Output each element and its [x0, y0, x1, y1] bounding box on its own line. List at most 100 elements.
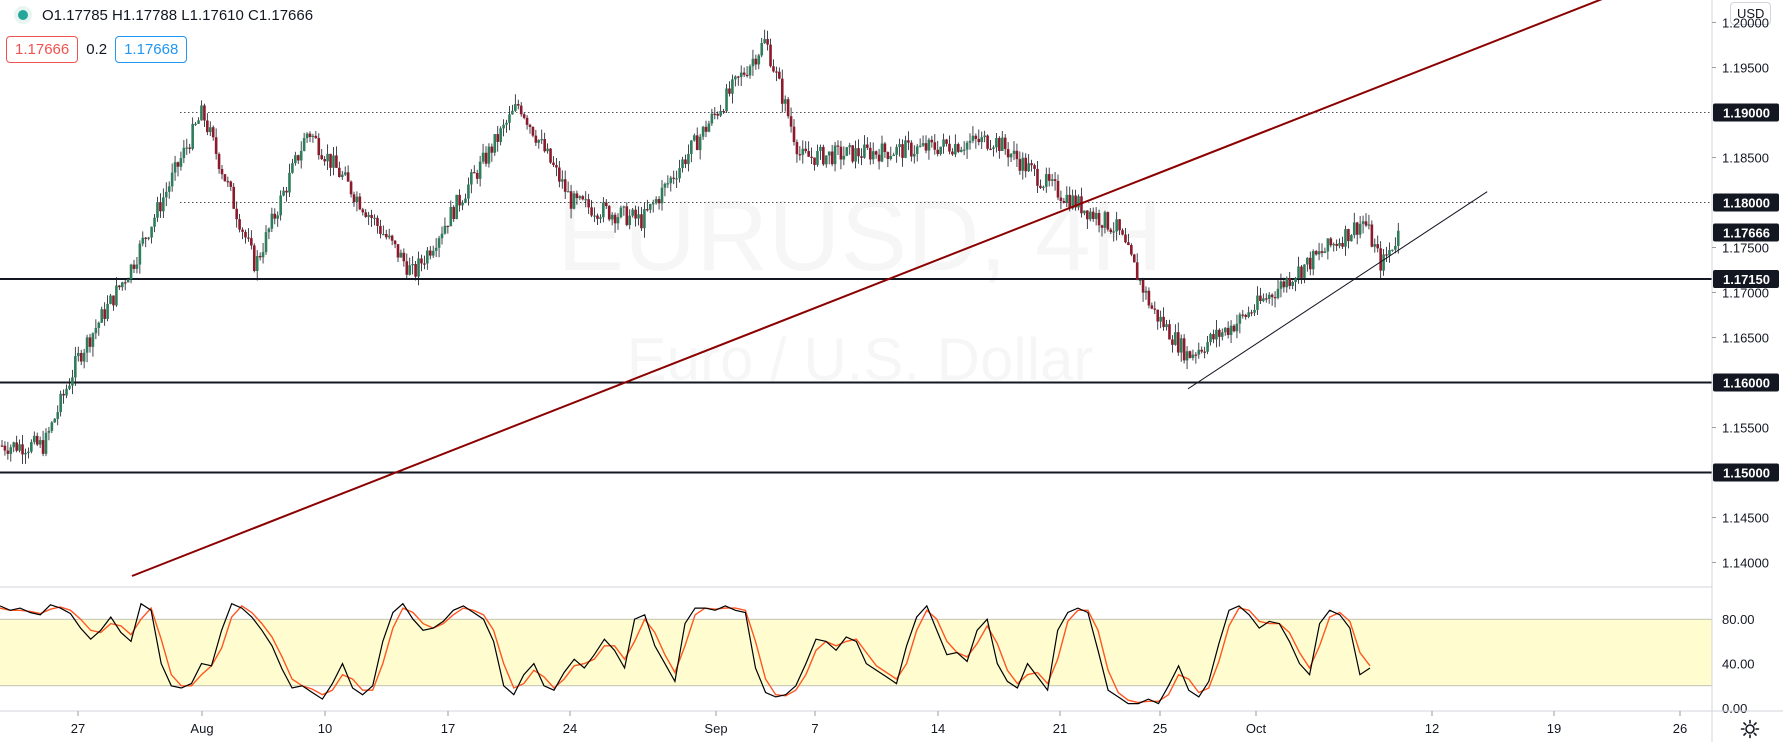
candle-body — [203, 105, 206, 121]
candle-body — [1091, 211, 1095, 219]
stoch-tick-label: 80.00 — [1722, 612, 1755, 627]
candle-body — [1241, 314, 1245, 316]
candle-body — [41, 440, 45, 454]
candle-body — [1273, 297, 1277, 299]
candle-body — [3, 445, 7, 451]
candle-body — [141, 237, 145, 244]
candle-body — [27, 451, 30, 454]
candle-body — [505, 122, 508, 125]
candle-body — [1396, 230, 1400, 246]
candle-body — [343, 172, 347, 175]
candle-body — [1042, 186, 1045, 188]
candle-body — [267, 228, 271, 233]
candle-body — [467, 184, 470, 199]
candle-body — [660, 187, 664, 204]
candle-body — [1270, 294, 1274, 298]
sell-price-button[interactable]: 1.17666 — [6, 36, 79, 63]
candle-body — [455, 194, 458, 220]
candle-body — [1382, 254, 1385, 271]
candle-body — [1103, 212, 1107, 228]
buy-price-button[interactable]: 1.17668 — [115, 36, 188, 63]
candle-body — [1361, 221, 1365, 224]
candle-body — [757, 55, 761, 65]
candle-body — [123, 282, 127, 284]
candle-body — [170, 172, 174, 187]
candle-body — [1197, 349, 1201, 355]
candle-body — [1109, 229, 1113, 233]
candle-body — [208, 127, 212, 133]
settings-gear-icon[interactable] — [1740, 719, 1760, 739]
candle-body — [229, 181, 233, 187]
candle-body — [156, 202, 159, 218]
symbol-status-icon[interactable] — [14, 6, 32, 24]
reference-lines — [0, 112, 1712, 474]
candle-body — [97, 322, 101, 328]
candle-body — [1388, 250, 1391, 256]
candle-body — [299, 150, 303, 161]
candle-body — [930, 139, 934, 143]
candle-body — [417, 258, 420, 277]
price-axis[interactable]: 1.20000 1.19500 1.18500 1.17500 1.17000 1.165… — [1711, 0, 1779, 742]
candle-body — [968, 140, 972, 143]
candle-body — [1262, 298, 1265, 302]
candle-body — [390, 235, 394, 241]
candle-body — [1056, 180, 1060, 198]
candle-body — [1062, 201, 1066, 203]
candle-body — [1050, 179, 1054, 181]
price-tick-label: 1.17500 — [1722, 241, 1769, 256]
candle-body — [276, 215, 280, 219]
candle-body — [610, 214, 614, 220]
candle-body — [1229, 325, 1233, 336]
candle-body — [839, 146, 843, 160]
candle-body — [1317, 251, 1321, 255]
candle-body — [763, 39, 766, 44]
candle-body — [396, 244, 400, 258]
candle-body — [490, 146, 494, 153]
candle-body — [640, 214, 643, 229]
candle-body — [376, 217, 379, 226]
candle-body — [446, 225, 450, 228]
candle-body — [651, 203, 655, 205]
candle-body — [1294, 278, 1297, 283]
candle-body — [1276, 288, 1280, 298]
time-tick-label: 10 — [318, 721, 332, 736]
candle-body — [742, 72, 746, 75]
candle-body — [951, 151, 954, 155]
currency-button[interactable]: USD — [1730, 2, 1772, 25]
candle-body — [918, 145, 922, 147]
candle-body — [725, 88, 728, 112]
price-tick-label: 1.15500 — [1722, 421, 1769, 436]
candle-body — [91, 333, 95, 347]
candle-body — [1223, 327, 1227, 333]
candle-body — [537, 140, 541, 143]
candle-body — [282, 190, 285, 196]
candle-body — [956, 144, 960, 152]
candle-body — [736, 76, 740, 78]
candle-body — [1347, 229, 1350, 242]
candle-body — [971, 135, 975, 141]
candle-body — [912, 153, 916, 157]
price-badge-label: 1.18000 — [1723, 196, 1770, 211]
candle-body — [637, 214, 640, 219]
candle-body — [384, 234, 388, 238]
candle-body — [24, 453, 27, 455]
candle-body — [871, 151, 875, 160]
candle-body — [678, 168, 681, 179]
candle-body — [722, 110, 725, 113]
candle-body — [954, 144, 957, 155]
candle-body — [173, 162, 177, 173]
time-axis[interactable]: 27 Aug 10 17 24 Sep 7 14 21 25 Oct 12 19 26 — [0, 710, 1783, 736]
price-badge-label: 1.17150 — [1723, 272, 1770, 287]
candle-body — [255, 255, 259, 271]
candle-body — [288, 172, 291, 193]
candle-body — [748, 66, 752, 76]
trendlines[interactable] — [131, 0, 1646, 577]
candle-body — [1141, 279, 1145, 293]
candle-body — [420, 258, 423, 264]
candle-body — [21, 444, 24, 455]
spread-value: 0.2 — [86, 41, 108, 58]
candle-body — [50, 422, 54, 431]
candle-body — [1185, 351, 1189, 361]
candle-body — [824, 155, 828, 165]
